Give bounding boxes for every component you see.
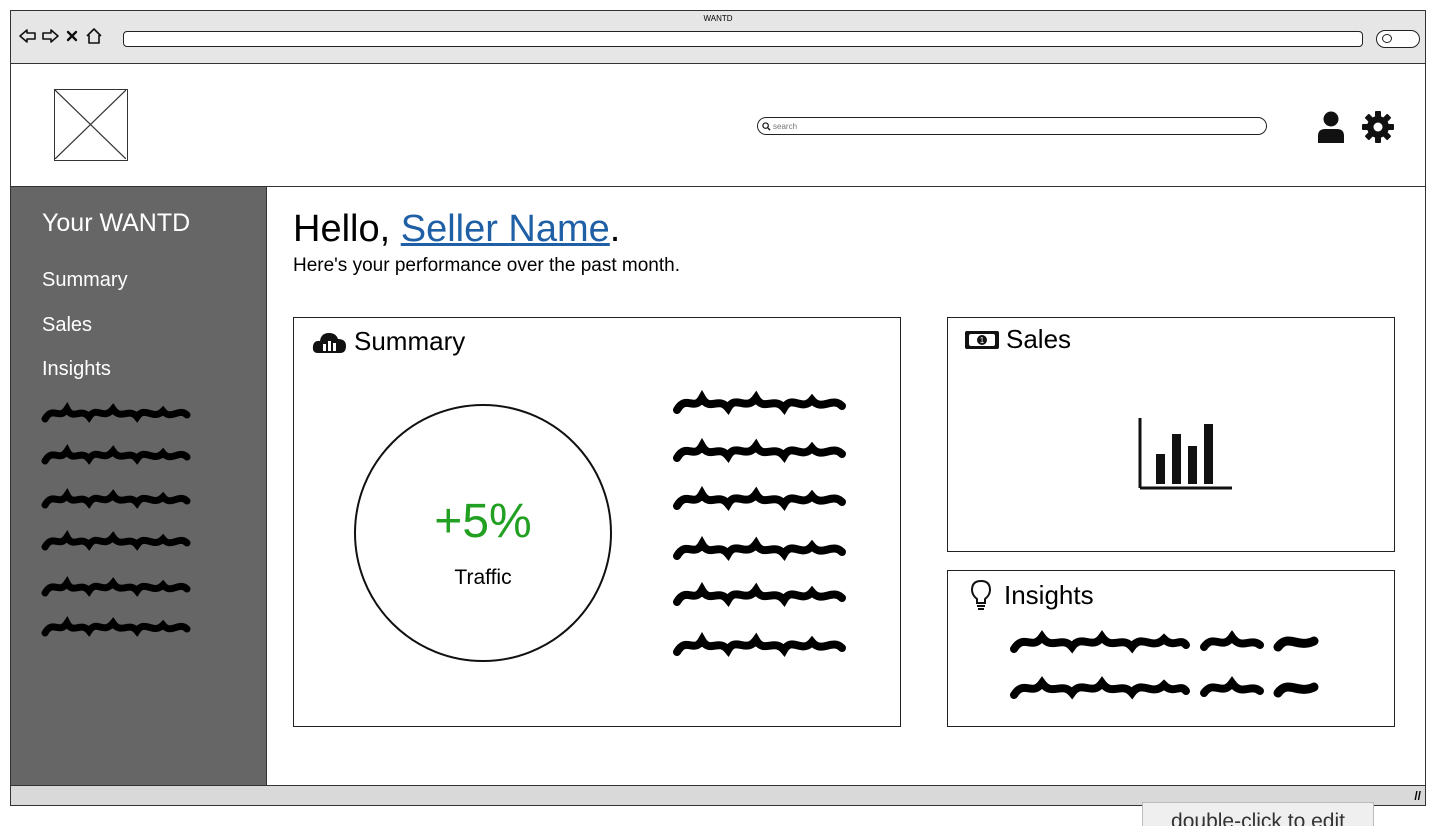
summary-placeholder-scribble: [673, 390, 846, 415]
sidebar-placeholder-scribble: [41, 402, 191, 423]
browser-nav: [19, 26, 103, 46]
sales-panel: 1 Sales: [947, 317, 1395, 552]
greeting-prefix: Hello,: [293, 208, 401, 250]
browser-search-button[interactable]: [1376, 30, 1420, 48]
insights-placeholder-scribble: [1010, 676, 1319, 700]
summary-title-text: Summary: [354, 326, 466, 356]
summary-placeholder-scribble: [673, 536, 846, 561]
search-input[interactable]: [773, 121, 1227, 131]
cloud-chart-icon: [312, 332, 346, 353]
main-content: Hello, Seller Name. Here's your performa…: [267, 187, 1425, 785]
sidebar-placeholder-scribble: [41, 576, 191, 597]
close-icon[interactable]: [63, 26, 81, 46]
seller-name-link[interactable]: Seller Name: [400, 208, 610, 250]
greeting-suffix: .: [609, 208, 621, 250]
logo-placeholder: [54, 89, 128, 161]
insights-placeholder-scribble: [1010, 630, 1319, 654]
sidebar-placeholder-scribble: [41, 530, 191, 551]
page-header: [11, 64, 1425, 187]
status-bar: //: [11, 785, 1425, 805]
insights-panel-title: Insights: [970, 579, 1094, 611]
gear-icon[interactable]: [1361, 110, 1395, 144]
address-bar[interactable]: [123, 31, 1363, 47]
search-icon: [762, 121, 771, 131]
sidebar-item-summary[interactable]: Summary: [42, 269, 128, 291]
back-arrow-icon[interactable]: [19, 26, 37, 46]
money-bill-icon: 1: [965, 330, 999, 349]
summary-placeholder-scribble: [673, 438, 846, 463]
summary-placeholder-scribble: [673, 486, 846, 511]
edit-tooltip: double-click to edit: [1142, 802, 1374, 826]
summary-panel: Summary +5% Traffic: [293, 317, 901, 727]
summary-placeholder-scribble: [673, 582, 846, 607]
sidebar-placeholder-scribble: [41, 444, 191, 465]
insights-panel: Insights: [947, 570, 1395, 727]
summary-panel-title: Summary: [312, 326, 465, 357]
insights-title-text: Insights: [1004, 579, 1094, 610]
traffic-metric-value: +5%: [434, 495, 532, 548]
home-icon[interactable]: [85, 26, 103, 46]
sidebar-title: Your WANTD: [42, 209, 191, 237]
page-title: Hello, Seller Name.: [293, 208, 620, 251]
sales-panel-title: 1 Sales: [964, 324, 1071, 355]
traffic-metric-circle: +5% Traffic: [354, 404, 612, 662]
sidebar: Your WANTD Summary Sales Insights: [11, 187, 267, 785]
summary-placeholder-scribble: [673, 632, 846, 657]
page-subtitle: Here's your performance over the past mo…: [293, 255, 680, 276]
lightbulb-icon: [970, 579, 992, 610]
window-title: WANTD: [703, 14, 733, 23]
sidebar-item-insights[interactable]: Insights: [42, 358, 111, 380]
resize-grip-icon[interactable]: //: [1414, 789, 1421, 803]
forward-arrow-icon[interactable]: [41, 26, 59, 46]
sidebar-placeholder-scribble: [41, 488, 191, 509]
browser-window: WANTD: [10, 10, 1426, 806]
search-bar[interactable]: [757, 117, 1267, 135]
magnifier-icon: [1382, 34, 1392, 43]
sidebar-item-sales[interactable]: Sales: [42, 314, 93, 336]
browser-chrome: WANTD: [11, 11, 1425, 64]
svg-text:1: 1: [980, 336, 985, 345]
user-icon[interactable]: [1317, 110, 1345, 144]
traffic-metric-label: Traffic: [454, 566, 512, 589]
sales-title-text: Sales: [1006, 324, 1072, 354]
bar-chart-icon: [1138, 418, 1232, 490]
sidebar-placeholder-scribble: [41, 616, 191, 637]
